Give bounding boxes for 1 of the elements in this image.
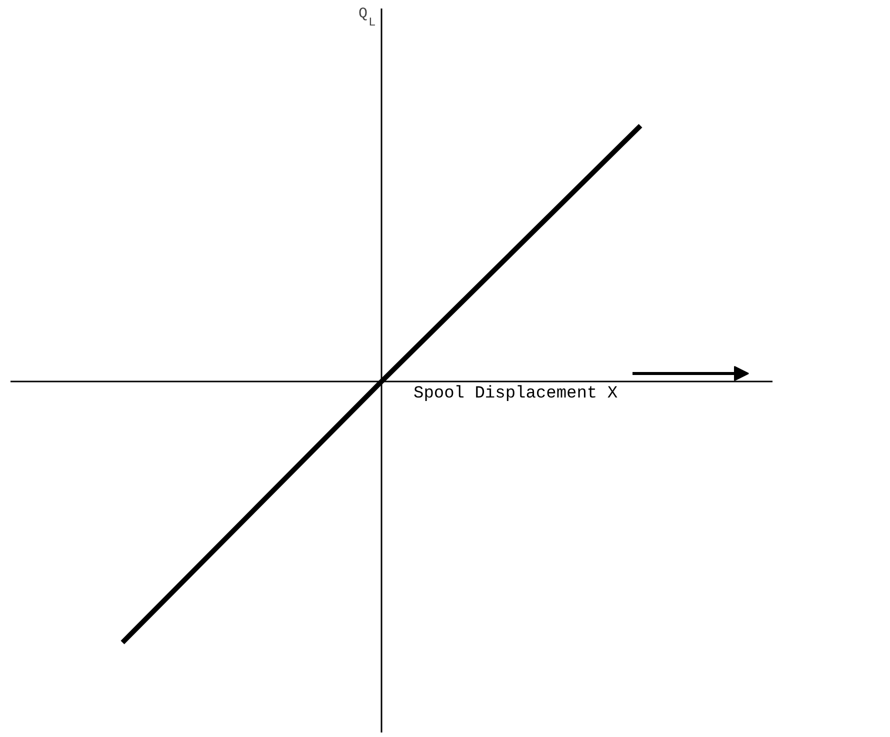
x-axis-title: Spool Displacement X <box>414 384 618 404</box>
